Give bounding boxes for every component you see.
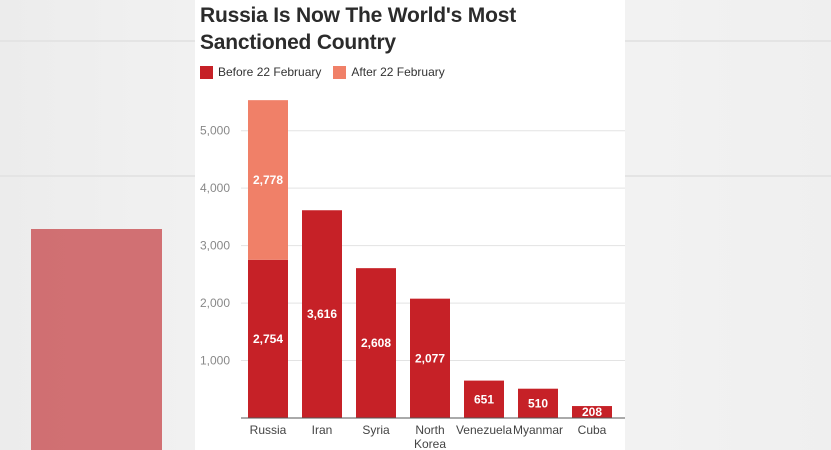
bar-segment [572,406,612,418]
chart-title: Russia Is Now The World's Most Sanctione… [200,2,620,56]
data-label: 208 [582,405,602,419]
background-line [0,40,195,42]
y-tick-label: 3,000 [200,239,230,253]
x-tick-label: North [415,423,444,437]
legend-label-before: Before 22 February [218,65,322,79]
data-label: 3,616 [307,307,337,321]
legend-item-before: Before 22 February [200,65,321,79]
bar-segment [248,259,288,418]
background-blurred-bar [31,229,162,450]
y-tick-label: 2,000 [200,296,230,310]
x-tick-label: Venezuela [456,423,512,437]
x-tick-label: Myanmar [513,423,563,437]
bar-segment [464,380,504,418]
chart-title-line-1: Russia Is Now The World's Most [200,4,516,27]
legend-item-after: After 22 February [333,65,445,79]
data-label: 651 [474,392,494,406]
bar-segment [248,100,288,260]
x-tick-label: Iran [312,423,333,437]
legend-label-after: After 22 February [351,65,445,79]
background-line [625,175,831,177]
bar-segment [302,210,342,418]
data-label: 510 [528,396,548,410]
bar-segment [410,298,450,418]
data-label: 2,608 [361,336,391,350]
y-tick-label: 1,000 [200,354,230,368]
x-tick-label: Cuba [578,423,607,437]
y-tick-label: 4,000 [200,181,230,195]
chart-legend: Before 22 February After 22 February [200,64,457,80]
bar-segment [518,388,558,418]
legend-swatch-after [333,65,347,79]
data-label: 2,077 [415,351,445,365]
x-tick-label: Korea [414,437,446,450]
data-label: 2,778 [253,173,283,187]
background-line [0,175,195,177]
x-tick-label: Russia [250,423,287,437]
x-tick-label: Syria [362,423,390,437]
legend-swatch-before [200,65,213,79]
background-line [625,40,831,42]
y-tick-label: 5,000 [200,124,230,138]
bar-segment [356,268,396,418]
chart-title-line-2: Sanctioned Country [200,31,396,54]
data-label: 2,754 [253,332,283,346]
